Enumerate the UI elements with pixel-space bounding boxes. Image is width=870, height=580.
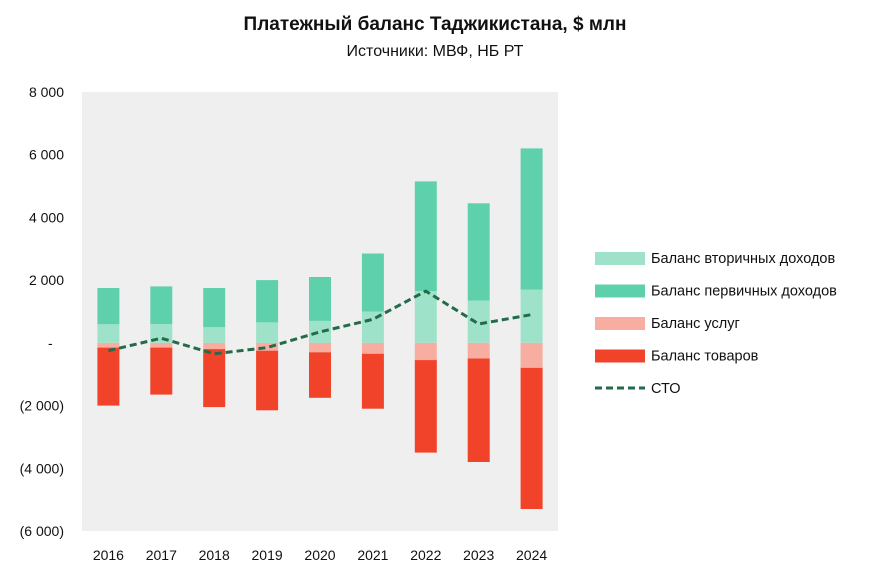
bar-2024-series-2 <box>520 342 543 368</box>
bar-2019-series-1 <box>256 280 279 323</box>
bar-2016-series-1 <box>97 288 120 325</box>
bar-2024-series-0 <box>520 289 543 343</box>
bar-2020-series-1 <box>309 277 331 321</box>
bar-2018-series-3 <box>203 349 226 408</box>
y-tick-label: 2 000 <box>29 272 64 288</box>
bar-2021-series-1 <box>361 253 384 312</box>
y-axis: 8 000 6 000 4 000 2 000 - (2 000) (4 000) (6 00… <box>20 84 65 539</box>
bar-2020-series-3 <box>309 352 331 398</box>
x-tick-label: 2019 <box>252 547 283 563</box>
x-tick-label: 2018 <box>199 547 230 563</box>
x-tick-label: 2020 <box>304 547 335 563</box>
bar-2021-series-2 <box>361 342 384 354</box>
bar-2018-series-1 <box>203 288 226 328</box>
legend-label: Баланс вторичных доходов <box>651 251 835 267</box>
x-tick-label: 2023 <box>463 547 494 563</box>
bar-2023-series-3 <box>467 358 490 462</box>
line-layer <box>108 289 532 356</box>
legend-swatch <box>595 252 645 265</box>
bar-2016-series-0 <box>97 324 120 343</box>
bar-2016-series-2 <box>97 342 120 348</box>
bar-2020-series-0 <box>309 320 331 343</box>
bar-2019-series-2 <box>256 342 279 351</box>
chart-subtitle: Источники: МВФ, НБ РТ <box>346 43 524 60</box>
bar-2017-series-3 <box>150 347 173 395</box>
y-tick-label: 4 000 <box>29 209 64 225</box>
bar-2018-series-2 <box>203 342 226 350</box>
legend-swatch <box>595 317 645 330</box>
bar-2022-series-2 <box>414 342 437 361</box>
bar-2019-series-3 <box>256 350 279 411</box>
x-tick-label: 2024 <box>516 547 547 563</box>
bar-2016-series-3 <box>97 347 120 406</box>
bars-layer <box>97 148 543 509</box>
bar-2020-series-2 <box>309 342 331 353</box>
bar-2019-series-0 <box>256 322 279 343</box>
bar-2023-series-2 <box>467 342 490 359</box>
x-tick-label: 2022 <box>410 547 441 563</box>
x-axis: 2016 2017 2018 2019 2020 2021 2022 2023 2024 <box>93 547 548 563</box>
legend-swatch <box>595 284 645 298</box>
legend-label: Баланс товаров <box>651 349 759 365</box>
legend-label: СТО <box>651 381 680 397</box>
line-series-0 <box>108 289 532 356</box>
legend-swatch <box>595 349 645 363</box>
y-tick-label: (6 000) <box>20 523 64 539</box>
x-tick-label: 2017 <box>146 547 177 563</box>
bar-2024-series-3 <box>520 367 543 509</box>
bar-2017-series-1 <box>150 286 173 324</box>
bar-2017-series-2 <box>150 342 173 348</box>
bar-2023-series-1 <box>467 203 490 301</box>
bar-2023-series-0 <box>467 300 490 343</box>
bar-2024-series-1 <box>520 148 543 290</box>
bar-2022-series-3 <box>414 360 437 453</box>
legend: Баланс вторичных доходов Баланс первичных… <box>595 251 837 397</box>
legend-label: Баланс первичных доходов <box>651 284 837 300</box>
chart-title: Платежный баланс Таджикистана, $ млн <box>243 14 627 35</box>
y-tick-label: - <box>48 335 53 351</box>
x-tick-label: 2021 <box>357 547 388 563</box>
bar-2022-series-0 <box>414 291 437 343</box>
y-tick-label: (2 000) <box>20 398 64 414</box>
y-tick-label: 8 000 <box>29 84 64 100</box>
bar-2021-series-3 <box>361 353 384 409</box>
x-tick-label: 2016 <box>93 547 124 563</box>
y-tick-label: (4 000) <box>20 460 64 476</box>
bar-2022-series-1 <box>414 181 437 292</box>
y-tick-label: 6 000 <box>29 147 64 163</box>
bar-2018-series-0 <box>203 327 226 343</box>
legend-label: Баланс услуг <box>651 316 740 332</box>
